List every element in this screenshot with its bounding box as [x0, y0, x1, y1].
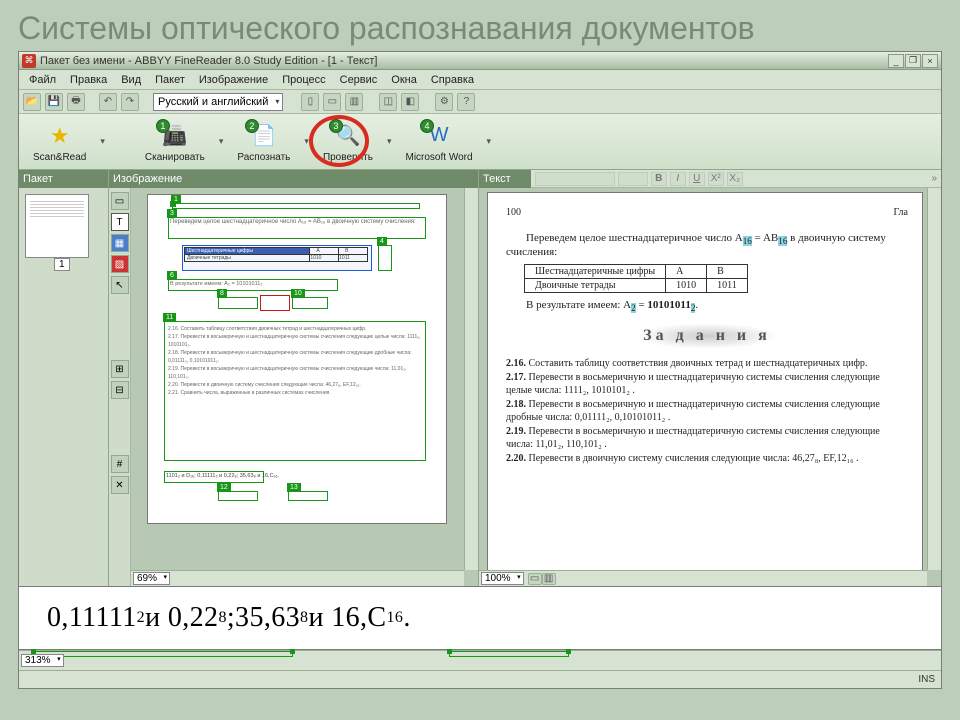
- layout2-icon[interactable]: ◧: [401, 93, 419, 111]
- menu-file[interactable]: Файл: [23, 72, 62, 88]
- status-ins: INS: [918, 674, 935, 685]
- hex-table: Шестнадцатеричные цифрыAB Двоичные тетра…: [524, 264, 748, 293]
- titlebar: ⌘ Пакет без имени - ABBYY FineReader 8.0…: [19, 52, 941, 70]
- select-tool-icon[interactable]: ▭: [111, 192, 129, 210]
- view-a-icon[interactable]: ▭: [528, 573, 542, 585]
- text-scroll-v[interactable]: [927, 188, 941, 570]
- recognize-button[interactable]: 2📄 Распознать: [231, 119, 296, 165]
- image-scroll-v[interactable]: [464, 188, 478, 570]
- open-icon[interactable]: 📂: [23, 93, 41, 111]
- view2-icon[interactable]: ▭: [323, 93, 341, 111]
- word-button[interactable]: 4W Microsoft Word: [399, 119, 478, 165]
- table-tool-icon[interactable]: ▦: [111, 234, 129, 252]
- addrow-tool-icon[interactable]: ⊟: [111, 381, 129, 399]
- image-viewport[interactable]: 1 3 4 6 8 10 11 12 13: [131, 188, 478, 586]
- bold-button[interactable]: B: [651, 172, 667, 186]
- redo-icon[interactable]: ↷: [121, 93, 139, 111]
- menu-help[interactable]: Справка: [425, 72, 480, 88]
- scanread-chevron[interactable]: ▾: [98, 136, 107, 147]
- view-b-icon[interactable]: ▥: [542, 573, 556, 585]
- word-label: Microsoft Word: [405, 152, 472, 163]
- options-icon[interactable]: ⚙: [435, 93, 453, 111]
- menu-process[interactable]: Процесс: [276, 72, 331, 88]
- menu-view[interactable]: Вид: [115, 72, 147, 88]
- section-heading: За д а н и я: [635, 323, 779, 349]
- word-chevron[interactable]: ▾: [485, 136, 494, 147]
- scanread-label: Scan&Read: [33, 152, 86, 163]
- picture-tool-icon[interactable]: ▨: [111, 255, 129, 273]
- main-toolbar: ★ Scan&Read ▾ 1📠 Сканировать ▾ 2📄 Распоз…: [19, 114, 941, 170]
- addcol-tool-icon[interactable]: ⊞: [111, 360, 129, 378]
- page-topnum: 100: [506, 207, 521, 218]
- page-number: 1: [54, 258, 70, 271]
- recognize-label: Распознать: [237, 152, 290, 163]
- undo-icon[interactable]: ↶: [99, 93, 117, 111]
- scan-chevron[interactable]: ▾: [217, 136, 226, 147]
- menu-packet[interactable]: Пакет: [149, 72, 191, 88]
- image-scroll-h[interactable]: 69%: [131, 570, 464, 586]
- layout1-icon[interactable]: ◫: [379, 93, 397, 111]
- enlarged-zoom[interactable]: 313%: [21, 654, 64, 667]
- scan-button[interactable]: 1📠 Сканировать: [139, 119, 211, 165]
- text-panel: Текст B I U X² X₂ » 100 Гла: [479, 170, 941, 586]
- slide-title: Системы оптического распознавания докуме…: [0, 0, 960, 51]
- text-scroll-h[interactable]: 100% ▭ ▥: [479, 570, 927, 586]
- language-selector[interactable]: Русский и английский: [153, 93, 283, 111]
- page-topright: Гла: [894, 207, 908, 218]
- tool-icon[interactable]: 🖶: [67, 93, 85, 111]
- titlebar-text: Пакет без имени - ABBYY FineReader 8.0 S…: [40, 55, 378, 67]
- font-dropdown[interactable]: [535, 172, 615, 186]
- minimize-button[interactable]: _: [888, 54, 904, 68]
- help-icon[interactable]: ?: [457, 93, 475, 111]
- underline-button[interactable]: U: [689, 172, 705, 186]
- check-button[interactable]: 3🔍 Проверить: [317, 119, 379, 165]
- statusbar: INS: [19, 670, 941, 688]
- save-icon[interactable]: 💾: [45, 93, 63, 111]
- packet-panel: Пакет 1: [19, 170, 109, 586]
- app-icon: ⌘: [22, 54, 36, 68]
- recognize-chevron[interactable]: ▾: [302, 136, 311, 147]
- toolbar-more[interactable]: »: [931, 173, 937, 184]
- text-toolbar: B I U X² X₂ »: [531, 170, 941, 188]
- work-area: Пакет 1 Изображение ▭ T ▦ ▨ ↖: [19, 170, 941, 586]
- sub-button[interactable]: X₂: [727, 172, 743, 186]
- standard-toolbar: 📂 💾 🖶 ↶ ↷ Русский и английский ▯ ▭ ▥ ◫ ◧…: [19, 90, 941, 114]
- text-viewport[interactable]: 100 Гла Переведем целое шестнадцатерично…: [479, 188, 941, 586]
- text-header: Текст: [479, 170, 531, 188]
- super-button[interactable]: X²: [708, 172, 724, 186]
- size-dropdown[interactable]: [618, 172, 648, 186]
- task-list: 2.16. Составить таблицу соответствия дво…: [506, 357, 908, 465]
- menubar: Файл Правка Вид Пакет Изображение Процес…: [19, 70, 941, 90]
- page-thumbnail[interactable]: 1: [25, 194, 89, 258]
- scanned-page: 1 3 4 6 8 10 11 12 13: [147, 194, 447, 524]
- delete-tool-icon[interactable]: ✕: [111, 476, 129, 494]
- close-button[interactable]: ×: [922, 54, 938, 68]
- view3-icon[interactable]: ▥: [345, 93, 363, 111]
- menu-image[interactable]: Изображение: [193, 72, 274, 88]
- recognized-text: 100 Гла Переведем целое шестнадцатерично…: [487, 192, 923, 586]
- text-zoom[interactable]: 100%: [481, 572, 524, 585]
- image-zoom[interactable]: 69%: [133, 572, 170, 585]
- check-chevron[interactable]: ▾: [385, 136, 394, 147]
- view1-icon[interactable]: ▯: [301, 93, 319, 111]
- check-label: Проверить: [323, 152, 373, 163]
- image-tools: ▭ T ▦ ▨ ↖ ⊞ ⊟ # ✕: [109, 188, 131, 586]
- zoom-strip: 0,111112 и 0,228; 35,638 и 16,C16 .: [19, 586, 941, 650]
- italic-button[interactable]: I: [670, 172, 686, 186]
- restore-button[interactable]: ❐: [905, 54, 921, 68]
- renumber-tool-icon[interactable]: #: [111, 455, 129, 473]
- text-tool-icon[interactable]: T: [111, 213, 129, 231]
- scan-label: Сканировать: [145, 152, 205, 163]
- application-window: ⌘ Пакет без имени - ABBYY FineReader 8.0…: [18, 51, 942, 689]
- menu-service[interactable]: Сервис: [334, 72, 384, 88]
- image-header: Изображение: [109, 170, 478, 188]
- menu-edit[interactable]: Правка: [64, 72, 113, 88]
- pointer-tool-icon[interactable]: ↖: [111, 276, 129, 294]
- image-panel: Изображение ▭ T ▦ ▨ ↖ ⊞ ⊟ # ✕: [109, 170, 479, 586]
- packet-header: Пакет: [19, 170, 108, 188]
- menu-windows[interactable]: Окна: [385, 72, 423, 88]
- scanread-button[interactable]: ★ Scan&Read: [27, 119, 92, 165]
